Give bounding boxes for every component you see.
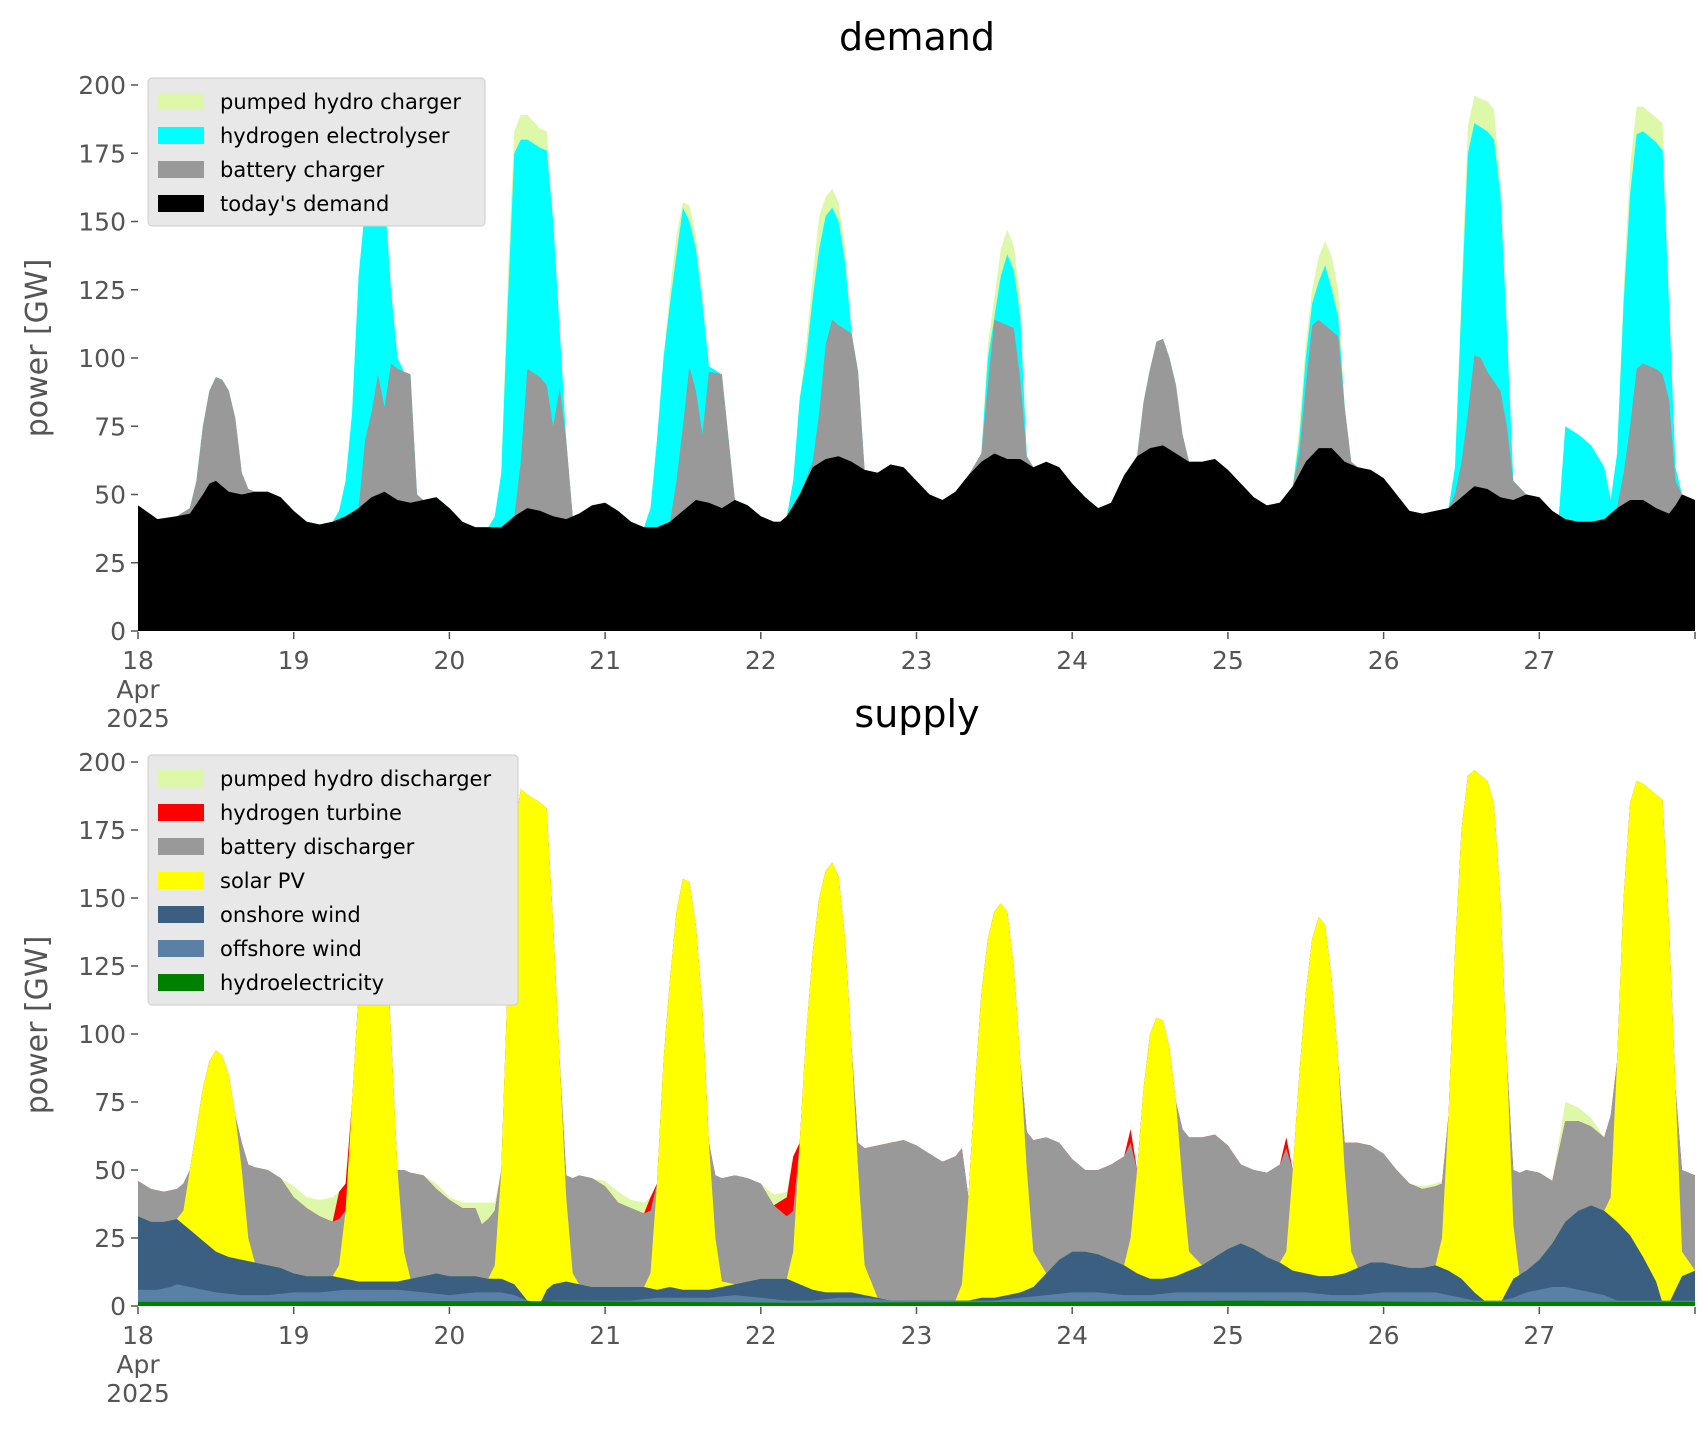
demand-y-tick-label: 75: [94, 412, 126, 441]
demand-x-tick-label: 20: [433, 646, 465, 675]
supply-area-onshore-wind: [138, 1205, 1695, 1306]
demand-legend-swatch-today-s-demand: [158, 195, 204, 212]
supply-panel: supply power [GW] 0 25 50 75 100 125 150 175 200…: [20, 692, 1696, 1408]
supply-legend-label-hydroelectricity: hydroelectricity: [220, 971, 384, 995]
demand-x-tick-label: 27: [1523, 646, 1555, 675]
supply-x-tick-label: 23: [901, 1321, 933, 1350]
demand-legend-label-pumped-hydro-charger: pumped hydro charger: [220, 90, 461, 114]
demand-area-today-s-demand: [138, 445, 1695, 631]
supply-y-axis-label: power [GW]: [20, 936, 55, 1115]
demand-panel: demand power [GW] 0 25 50 75 100 125 150 175 200…: [20, 15, 1696, 733]
demand-x-tick-label: 23: [901, 646, 933, 675]
supply-area-offshore-wind: [138, 1284, 1695, 1306]
supply-x-tick-label: 18 Apr 2025: [106, 1321, 170, 1408]
supply-legend-label-onshore-wind: onshore wind: [220, 903, 361, 927]
demand-x-tick-label: 24: [1056, 646, 1088, 675]
demand-legend-swatch-pumped-hydro-charger: [158, 93, 204, 110]
supply-title: supply: [854, 692, 979, 736]
demand-x-tick-label: 26: [1368, 646, 1400, 675]
supply-area-hydroelectricity: [138, 1300, 1695, 1306]
supply-legend-swatch-battery-discharger: [158, 838, 204, 855]
supply-y-tick-label: 25: [94, 1224, 126, 1253]
supply-legend-label-solar-pv: solar PV: [220, 869, 305, 893]
demand-x-tick-label: 19: [278, 646, 310, 675]
demand-title: demand: [839, 15, 995, 59]
demand-legend-label-hydrogen-electrolyser: hydrogen electrolyser: [220, 124, 450, 148]
supply-legend-swatch-hydrogen-turbine: [158, 804, 204, 821]
demand-legend-swatch-battery-charger: [158, 161, 204, 178]
supply-x-tick-label: 26: [1368, 1321, 1400, 1350]
demand-y-tick-label: 50: [94, 481, 126, 510]
demand-legend-label-battery-charger: battery charger: [220, 158, 385, 182]
supply-legend-label-pumped-hydro-discharger: pumped hydro discharger: [220, 767, 491, 791]
supply-y-tick-label: 150: [78, 884, 126, 913]
supply-x-tick-label: 25: [1212, 1321, 1244, 1350]
supply-legend-box: [147, 754, 519, 1006]
supply-legend-swatch-onshore-wind: [158, 906, 204, 923]
demand-x-tick-label: 18 Apr 2025: [106, 646, 170, 733]
supply-areas: [138, 770, 1695, 1306]
supply-x-tick-label: 21: [589, 1321, 621, 1350]
supply-x-tick-label: 20: [433, 1321, 465, 1350]
demand-y-tick-label: 150: [78, 208, 126, 237]
supply-x-tick-label: 27: [1523, 1321, 1555, 1350]
demand-y-tick-label: 125: [78, 276, 126, 305]
supply-y-tick-label: 50: [94, 1156, 126, 1185]
demand-legend: pumped hydro charger hydrogen electrolyse…: [147, 77, 486, 227]
supply-axes: 0 25 50 75 100 125 150 175 200 18 Apr 2025 19 20 21 22 2…: [78, 748, 1696, 1408]
supply-legend-swatch-solar-pv: [158, 872, 204, 889]
demand-legend-label-today-s-demand: today's demand: [220, 192, 389, 216]
supply-legend-label-hydrogen-turbine: hydrogen turbine: [220, 801, 402, 825]
supply-area-solar-pv: [138, 770, 1695, 1306]
demand-legend-swatch-hydrogen-electrolyser: [158, 127, 204, 144]
supply-x-tick-label: 19: [278, 1321, 310, 1350]
supply-y-tick-label: 175: [78, 816, 126, 845]
supply-y-tick-label: 200: [78, 748, 126, 777]
demand-axes: 0 25 50 75 100 125 150 175 200 18 Apr 2025 19 20 21 22 2…: [78, 71, 1696, 733]
supply-y-tick-label: 100: [78, 1020, 126, 1049]
supply-y-tick-label: 0: [110, 1292, 126, 1321]
demand-x-tick-label: 25: [1212, 646, 1244, 675]
demand-x-tick-label: 22: [745, 646, 777, 675]
supply-legend-label-battery-discharger: battery discharger: [220, 835, 415, 859]
demand-y-tick-label: 0: [110, 617, 126, 646]
supply-y-tick-label: 125: [78, 952, 126, 981]
demand-legend-box: [147, 77, 486, 227]
demand-areas: [138, 95, 1695, 631]
supply-y-tick-label: 75: [94, 1088, 126, 1117]
supply-legend-label-offshore-wind: offshore wind: [220, 937, 362, 961]
demand-y-tick-label: 25: [94, 549, 126, 578]
supply-x-tick-label: 22: [745, 1321, 777, 1350]
supply-legend-swatch-offshore-wind: [158, 940, 204, 957]
demand-y-axis-label: power [GW]: [20, 259, 55, 438]
demand-y-tick-label: 200: [78, 71, 126, 100]
demand-x-tick-label: 21: [589, 646, 621, 675]
supply-legend: pumped hydro discharger hydrogen turbine b…: [147, 754, 519, 1006]
supply-legend-swatch-hydroelectricity: [158, 974, 204, 991]
demand-y-tick-label: 100: [78, 344, 126, 373]
supply-x-tick-label: 24: [1056, 1321, 1088, 1350]
supply-legend-swatch-pumped-hydro-discharger: [158, 770, 204, 787]
demand-y-tick-label: 175: [78, 139, 126, 168]
